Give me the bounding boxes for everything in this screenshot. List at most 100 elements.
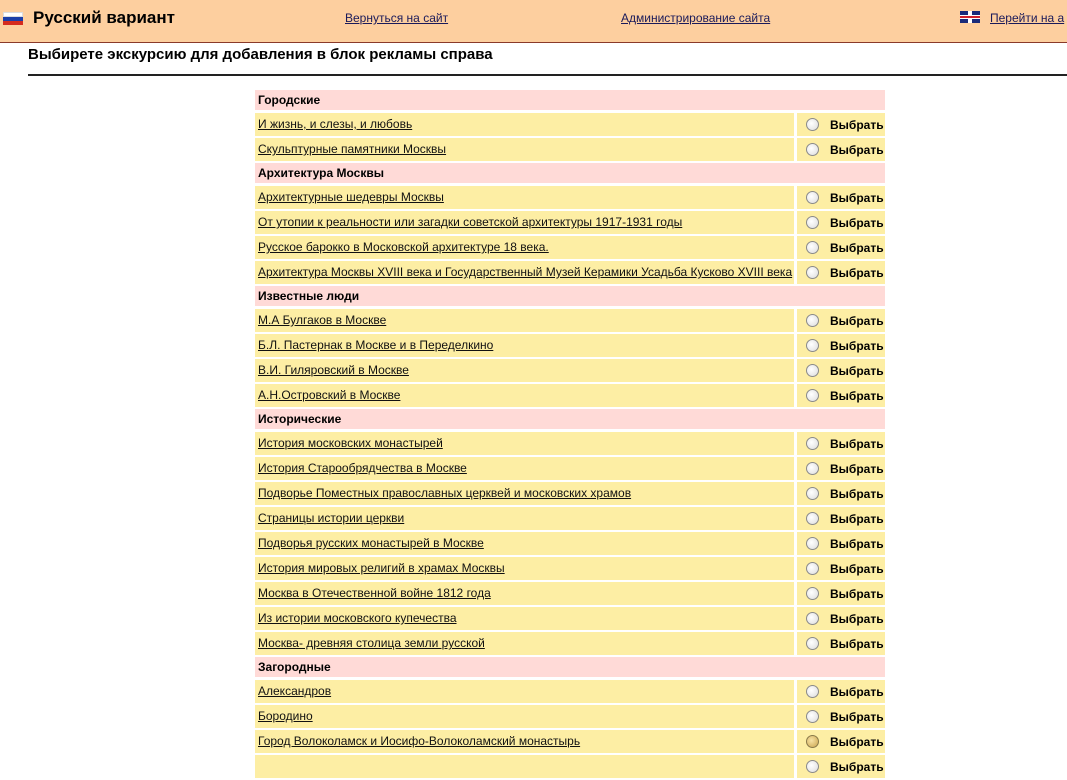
excursion-link[interactable]: Страницы истории церкви — [258, 511, 405, 525]
list-item: Подворья русских монастырей в Москве Выб… — [255, 532, 885, 555]
site-title: Русский вариант — [33, 8, 175, 27]
select-label: Выбрать — [830, 142, 884, 157]
list-item: История Старообрядчества в Москве Выбрат… — [255, 457, 885, 480]
excursion-link[interactable]: Архитектурные шедевры Москвы — [258, 190, 444, 204]
excursion-link[interactable]: М.А Булгаков в Москве — [258, 313, 387, 327]
excursion-link[interactable]: А.Н.Островский в Москве — [258, 388, 401, 402]
select-radio[interactable] — [806, 143, 819, 156]
select-radio[interactable] — [806, 487, 819, 500]
list-item: Б.Л. Пастернак в Москве и в Переделкино … — [255, 334, 885, 357]
excursion-name-cell: М.А Булгаков в Москве — [255, 309, 794, 332]
excursion-link[interactable]: Б.Л. Пастернак в Москве и в Переделкино — [258, 338, 494, 352]
excursion-name-cell: Александров — [255, 680, 794, 703]
select-label: Выбрать — [830, 215, 884, 230]
list-item: Выбрать — [255, 755, 885, 778]
excursion-link[interactable]: Москва в Отечественной войне 1812 года — [258, 586, 491, 600]
excursion-name-cell: Б.Л. Пастернак в Москве и в Переделкино — [255, 334, 794, 357]
select-label: Выбрать — [830, 313, 884, 328]
excursion-link[interactable]: Архитектура Москвы XVIII века и Государс… — [258, 265, 793, 279]
excursion-name-cell: Москва в Отечественной войне 1812 года — [255, 582, 794, 605]
list-item: Подворье Поместных православных церквей … — [255, 482, 885, 505]
select-radio[interactable] — [806, 637, 819, 650]
excursion-link[interactable]: Александров — [258, 684, 332, 698]
excursion-link[interactable]: История Старообрядчества в Москве — [258, 461, 467, 475]
site-admin-link[interactable]: Администрирование сайта — [621, 11, 771, 25]
list-item: И жизнь, и слезы, и любовь Выбрать — [255, 113, 885, 136]
top-bar: Русский вариант Вернуться на сайт Админи… — [0, 0, 1067, 43]
list-item: История мировых религий в храмах Москвы … — [255, 557, 885, 580]
excursion-link[interactable]: Москва- древняя столица земли русской — [258, 636, 485, 650]
russian-flag-icon — [3, 12, 23, 25]
select-radio[interactable] — [806, 191, 819, 204]
select-cell: Выбрать — [797, 261, 885, 284]
select-radio[interactable] — [806, 685, 819, 698]
select-label: Выбрать — [830, 611, 884, 626]
list-item: В.И. Гиляровский в Москве Выбрать — [255, 359, 885, 382]
excursion-name-cell: Архитектурные шедевры Москвы — [255, 186, 794, 209]
excursion-name-cell: И жизнь, и слезы, и любовь — [255, 113, 794, 136]
select-cell: Выбрать — [797, 582, 885, 605]
excursion-name-cell — [255, 755, 794, 778]
select-cell: Выбрать — [797, 730, 885, 753]
select-radio[interactable] — [806, 437, 819, 450]
select-radio[interactable] — [806, 612, 819, 625]
select-label: Выбрать — [830, 363, 884, 378]
list-item: Александров Выбрать — [255, 680, 885, 703]
select-radio[interactable] — [806, 462, 819, 475]
excursion-name-cell: История мировых религий в храмах Москвы — [255, 557, 794, 580]
select-cell: Выбрать — [797, 557, 885, 580]
page-heading: Выбирете экскурсию для добавления в блок… — [28, 46, 493, 63]
list-item: Бородино Выбрать — [255, 705, 885, 728]
excursion-name-cell: Подворья русских монастырей в Москве — [255, 532, 794, 555]
excursion-link[interactable]: Подворье Поместных православных церквей … — [258, 486, 632, 500]
select-radio[interactable] — [806, 364, 819, 377]
select-radio[interactable] — [806, 314, 819, 327]
select-label: Выбрать — [830, 117, 884, 132]
select-label: Выбрать — [830, 561, 884, 576]
excursion-link[interactable]: В.И. Гиляровский в Москве — [258, 363, 409, 377]
select-radio[interactable] — [806, 512, 819, 525]
select-label: Выбрать — [830, 734, 884, 749]
excursion-link[interactable]: Из истории московского купечества — [258, 611, 457, 625]
select-radio[interactable] — [806, 760, 819, 773]
excursion-link[interactable]: История московских монастырей — [258, 436, 443, 450]
select-radio[interactable] — [806, 241, 819, 254]
select-label: Выбрать — [830, 636, 884, 651]
select-radio[interactable] — [806, 118, 819, 131]
select-radio[interactable] — [806, 587, 819, 600]
list-item: А.Н.Островский в Москве Выбрать — [255, 384, 885, 407]
select-cell: Выбрать — [797, 384, 885, 407]
select-cell: Выбрать — [797, 705, 885, 728]
select-cell: Выбрать — [797, 334, 885, 357]
switch-language-link[interactable]: Перейти на а — [990, 11, 1065, 25]
select-label: Выбрать — [830, 461, 884, 476]
select-radio[interactable] — [806, 735, 819, 748]
select-radio[interactable] — [806, 389, 819, 402]
group-header: Загородные — [255, 657, 885, 677]
excursion-name-cell: Бородино — [255, 705, 794, 728]
select-radio[interactable] — [806, 339, 819, 352]
excursion-name-cell: Скульптурные памятники Москвы — [255, 138, 794, 161]
excursion-link[interactable]: От утопии к реальности или загадки совет… — [258, 215, 683, 229]
excursion-link[interactable]: И жизнь, и слезы, и любовь — [258, 117, 413, 131]
uk-flag-icon — [960, 11, 980, 23]
excursion-link[interactable]: История мировых религий в храмах Москвы — [258, 561, 505, 575]
excursion-name-cell: Архитектура Москвы XVIII века и Государс… — [255, 261, 794, 284]
select-radio[interactable] — [806, 266, 819, 279]
list-item: Страницы истории церкви Выбрать — [255, 507, 885, 530]
select-radio[interactable] — [806, 216, 819, 229]
select-radio[interactable] — [806, 562, 819, 575]
select-label: Выбрать — [830, 388, 884, 403]
excursion-link[interactable]: Русское барокко в Московской архитектуре… — [258, 240, 549, 254]
select-cell: Выбрать — [797, 432, 885, 455]
select-radio[interactable] — [806, 710, 819, 723]
excursion-link[interactable]: Скульптурные памятники Москвы — [258, 142, 447, 156]
excursion-name-cell: От утопии к реальности или загадки совет… — [255, 211, 794, 234]
excursion-link[interactable]: Подворья русских монастырей в Москве — [258, 536, 484, 550]
group-header: Архитектура Москвы — [255, 163, 885, 183]
select-radio[interactable] — [806, 537, 819, 550]
excursion-link[interactable]: Город Волоколамск и Иосифо-Волоколамский… — [258, 734, 581, 748]
select-cell: Выбрать — [797, 359, 885, 382]
back-to-site-link[interactable]: Вернуться на сайт — [345, 11, 449, 25]
excursion-link[interactable]: Бородино — [258, 709, 313, 723]
